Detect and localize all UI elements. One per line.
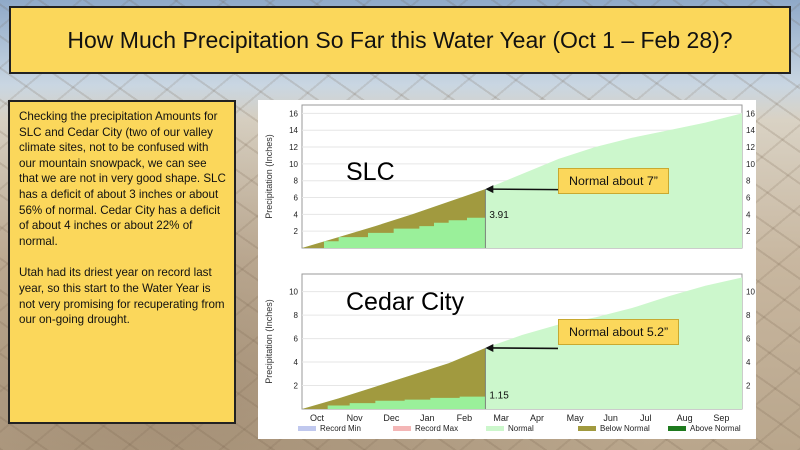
y-tick-label-right: 4 [746,358,751,367]
observed-precip-area [302,395,486,409]
below-normal-area [302,347,486,409]
legend-label: Normal [508,424,534,433]
x-tick-label: May [567,413,585,423]
y-tick-label-left: 2 [294,227,299,236]
normal-arrow-line [491,347,559,350]
x-tick-label: Feb [457,413,473,423]
y-tick-label-right: 12 [746,143,755,152]
y-tick-label-left: 14 [289,126,298,135]
y-tick-label-right: 10 [746,160,755,169]
x-tick-label: Jan [420,413,435,423]
x-tick-label: Dec [383,413,400,423]
y-tick-label-right: 16 [746,109,755,118]
legend-label: Above Normal [690,424,741,433]
y-tick-label-left: 10 [289,288,298,297]
y-tick-label-right: 6 [746,335,751,344]
y-tick-label-right: 8 [746,311,751,320]
y-tick-label-right: 2 [746,382,751,391]
y-tick-label-left: 10 [289,160,298,169]
precip-chart-panel: 2 2 4 4 6 6 8 8 10 10 12 12 14 14 16 16 3.91 Precipitatio… [258,100,756,439]
legend-swatch [298,426,316,431]
explanation-box: Checking the precipitation Amounts for S… [8,100,236,424]
legend-swatch [578,426,596,431]
y-tick-label-left: 6 [294,194,299,203]
x-tick-label: Oct [310,413,325,423]
paragraph-1: Checking the precipitation Amounts for S… [19,110,226,248]
y-axis-label: Precipitation (Inches) [264,134,274,219]
current-value-label: 3.91 [489,210,509,221]
y-tick-label-left: 2 [294,382,299,391]
observed-precip-area [302,215,486,248]
y-tick-label-left: 8 [294,177,299,186]
slc-label: SLC [346,158,395,186]
x-tick-label: Nov [347,413,364,423]
normal-area [302,113,742,248]
slc-normal-callout: Normal about 7” [558,168,669,194]
title-banner: How Much Precipitation So Far this Water… [9,6,791,74]
y-tick-label-right: 14 [746,126,755,135]
paragraph-2: Utah had its driest year on record last … [19,266,225,327]
normal-arrow-head [485,185,494,194]
slide-title: How Much Precipitation So Far this Water… [67,26,733,53]
x-tick-label: Sep [713,413,729,423]
x-tick-label: Aug [677,413,693,423]
legend-swatch [668,426,686,431]
y-tick-label-right: 2 [746,227,751,236]
current-value-label: 1.15 [489,391,509,402]
precip-charts-svg: 2 2 4 4 6 6 8 8 10 10 12 12 14 14 16 16 3.91 Precipitatio… [264,104,755,433]
x-tick-label: Apr [530,413,544,423]
legend-label: Record Min [320,424,361,433]
y-tick-label-left: 12 [289,143,298,152]
legend-label: Below Normal [600,424,650,433]
x-tick-label: Jun [603,413,618,423]
y-tick-label-left: 8 [294,311,299,320]
y-tick-label-left: 16 [289,109,298,118]
y-tick-label-right: 10 [746,288,755,297]
legend-label: Record Max [415,424,458,433]
cedar-normal-callout: Normal about 5.2” [558,319,680,345]
normal-arrow-line [491,188,559,191]
y-tick-label-left: 4 [294,358,299,367]
y-tick-label-left: 4 [294,210,299,219]
y-tick-label-left: 6 [294,335,299,344]
cedar-label: Cedar City [346,288,465,316]
y-axis-label: Precipitation (Inches) [264,299,274,384]
y-tick-label-right: 6 [746,194,751,203]
y-tick-label-right: 4 [746,210,751,219]
x-tick-label: Mar [493,413,509,423]
y-tick-label-right: 8 [746,177,751,186]
legend-swatch [486,426,504,431]
legend-swatch [393,426,411,431]
x-tick-label: Jul [640,413,652,423]
normal-arrow-head [485,343,494,352]
